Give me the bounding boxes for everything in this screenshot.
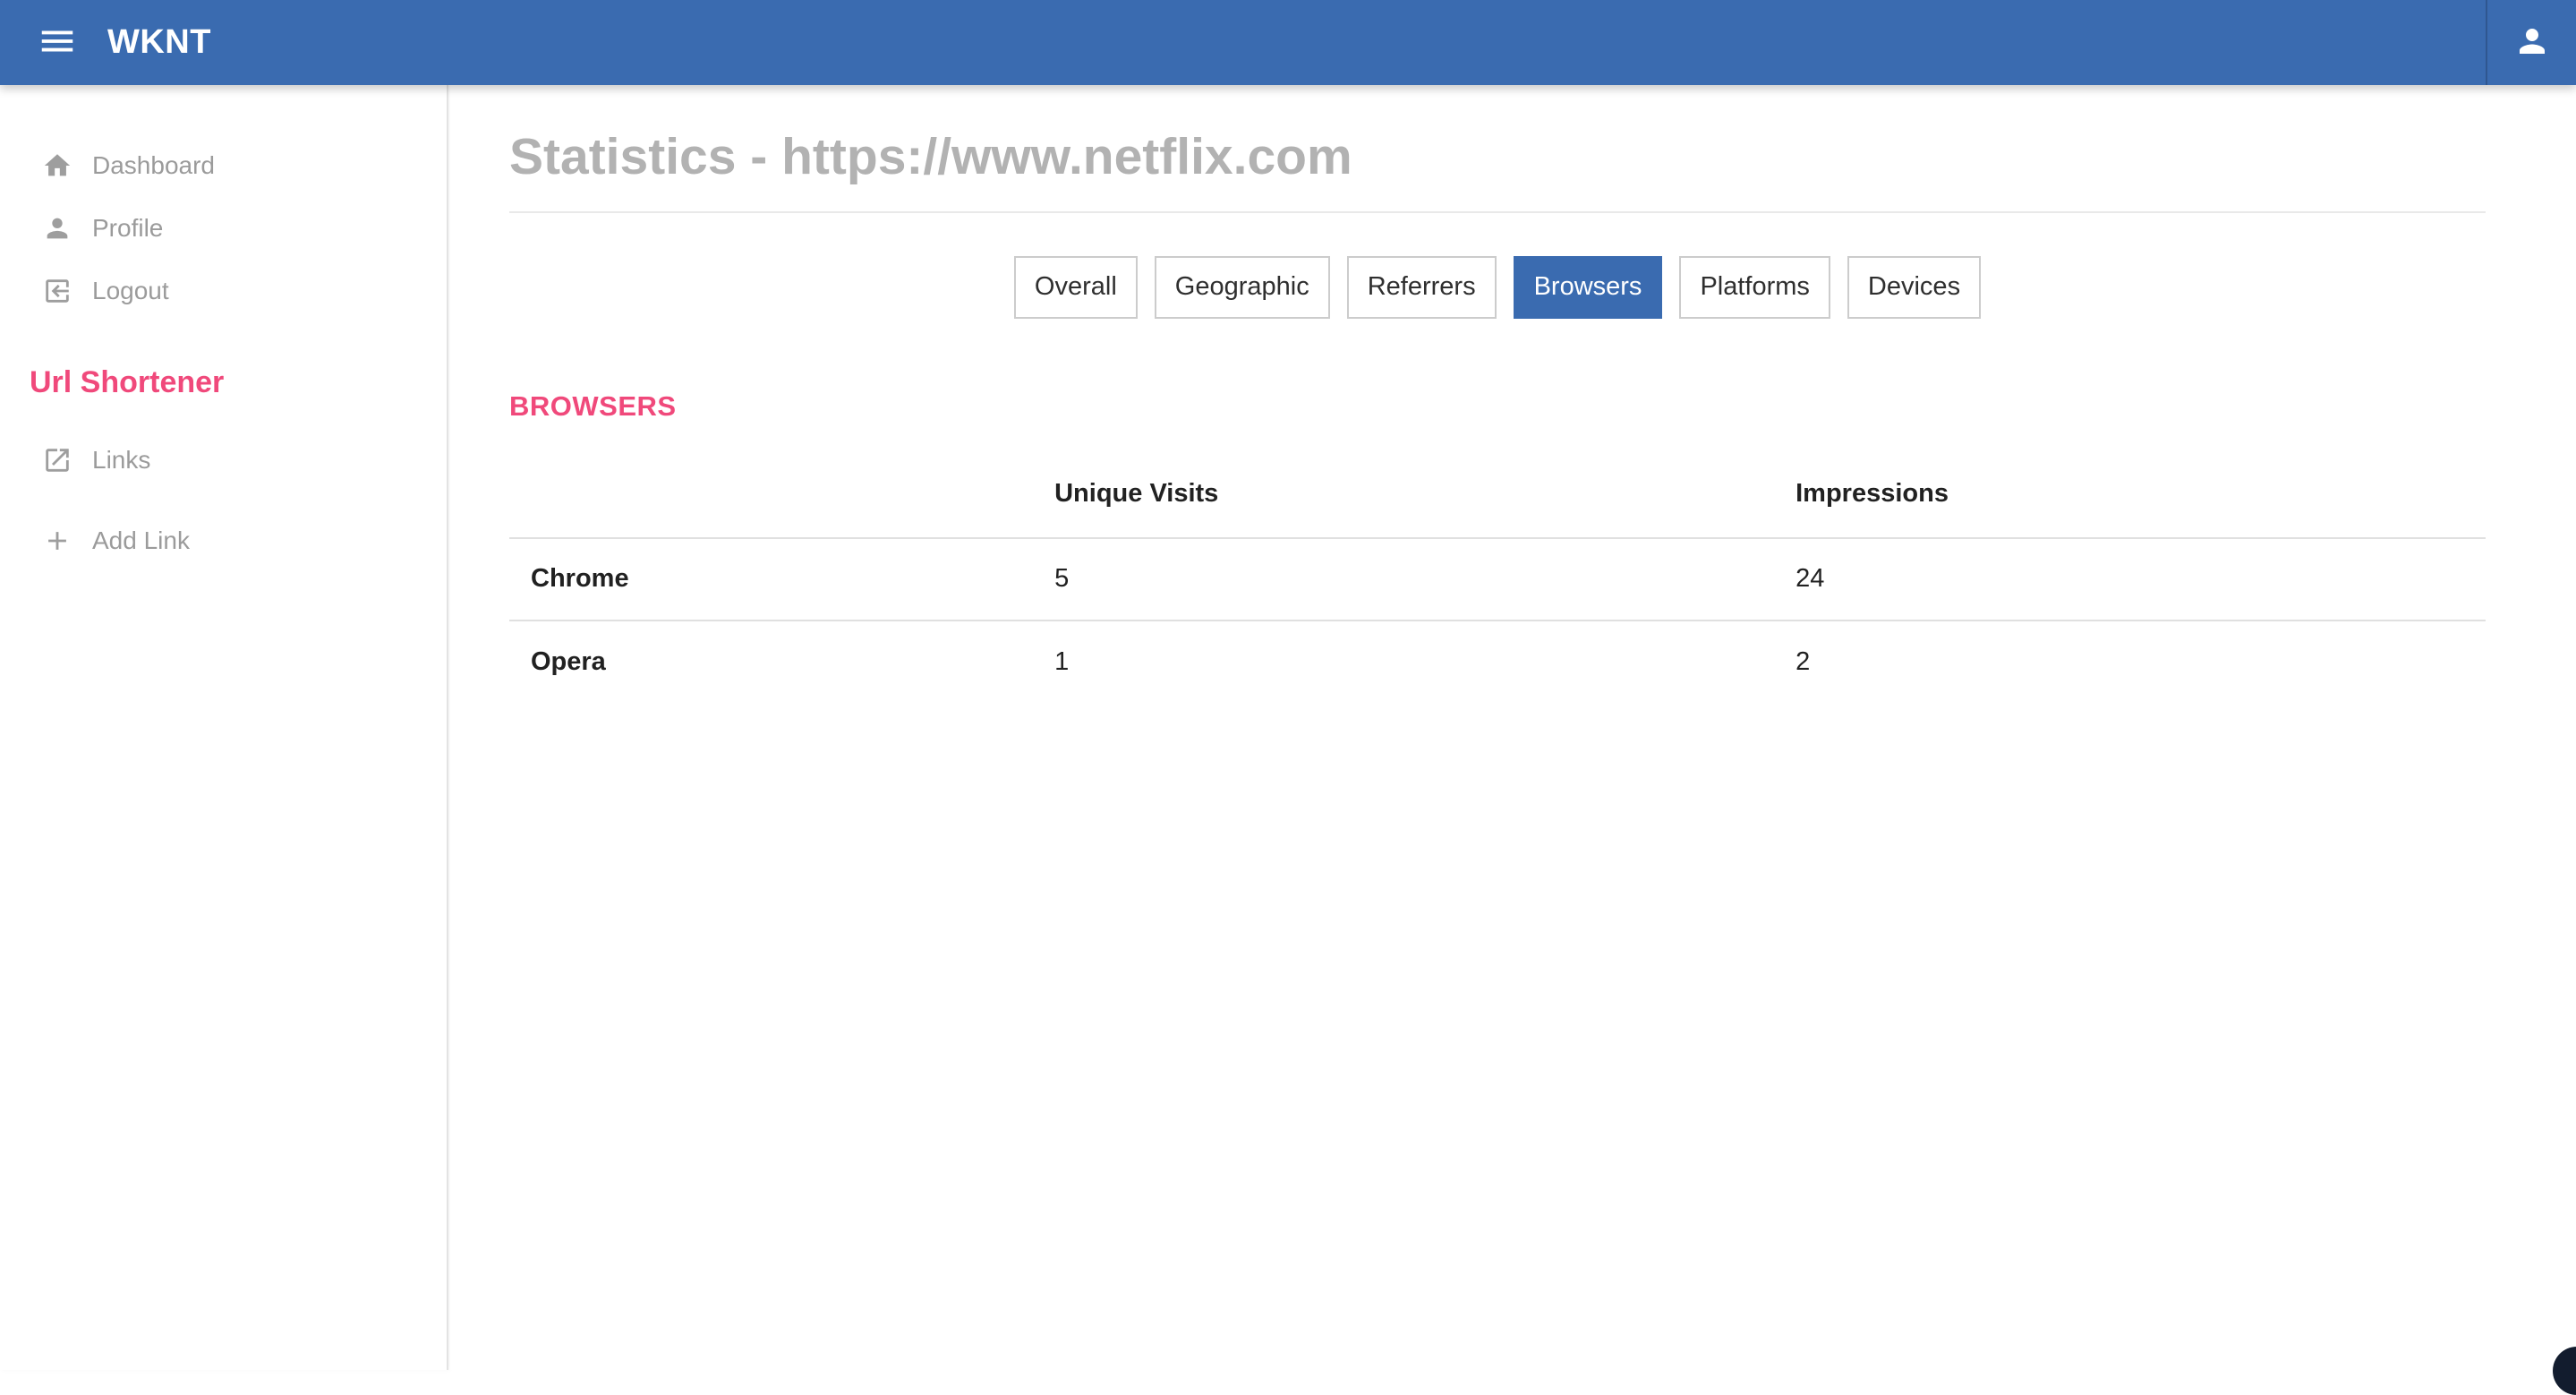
browser-name: Chrome [509, 537, 1034, 621]
sidebar-item-logout[interactable]: Logout [0, 260, 447, 322]
unique-visits-value: 1 [1054, 646, 1070, 676]
tab-overall[interactable]: Overall [1013, 255, 1138, 319]
page-title: Statistics - https://www.netflix.com [509, 128, 1352, 185]
home-icon [42, 150, 73, 181]
hamburger-icon [37, 21, 78, 64]
impressions-value: 24 [1774, 537, 2486, 621]
main-content: Statistics - https://www.netflix.com Ove… [450, 85, 2576, 1370]
tab-platforms[interactable]: Platforms [1679, 255, 1830, 319]
appbar-right-section [2486, 0, 2576, 85]
app-header: WKNT [0, 0, 2576, 85]
column-header-browser [509, 429, 1034, 539]
browsers-table: Unique Visits Impressions Chrome 5 24 Op… [509, 429, 2486, 703]
sidebar-item-links[interactable]: Links [0, 420, 447, 501]
account-button[interactable] [2501, 12, 2563, 74]
table-row: Chrome 5 24 [509, 537, 2486, 621]
open-in-new-icon [42, 445, 73, 475]
sidebar-item-label: Dashboard [92, 151, 215, 179]
stats-tab-bar: Overall Geographic Referrers Browsers Pl… [509, 255, 2486, 319]
impressions-value: 2 [1796, 646, 1811, 676]
person-icon [42, 213, 73, 244]
column-header-impressions: Impressions [1774, 429, 2486, 539]
sidebar-item-profile[interactable]: Profile [0, 197, 447, 260]
sidebar-item-dashboard[interactable]: Dashboard [0, 134, 447, 197]
unique-visits-value: 5 [1033, 537, 1775, 621]
tab-browsers[interactable]: Browsers [1513, 255, 1663, 319]
sidebar-item-add-link[interactable]: Add Link [0, 501, 447, 581]
table-row: Opera 1 2 [509, 620, 2486, 703]
logout-icon [42, 276, 73, 306]
sidebar-item-label: Logout [92, 277, 169, 304]
browser-name: Opera [531, 646, 606, 676]
table-header-row: Unique Visits Impressions [509, 429, 2486, 539]
column-header-unique-visits: Unique Visits [1033, 429, 1775, 539]
title-divider [509, 210, 2486, 213]
section-heading: BROWSERS [509, 389, 677, 422]
plus-icon [42, 526, 73, 556]
tab-referrers[interactable]: Referrers [1346, 255, 1497, 319]
person-icon [2513, 22, 2551, 63]
tab-geographic[interactable]: Geographic [1154, 255, 1330, 319]
sidebar-item-label: Links [92, 446, 151, 474]
tab-devices[interactable]: Devices [1847, 255, 1982, 319]
menu-button[interactable] [21, 7, 93, 79]
sidebar: Dashboard Profile Logout Url Shortener L… [0, 85, 448, 1370]
app-title[interactable]: WKNT [107, 23, 211, 61]
sidebar-item-label: Profile [92, 214, 164, 242]
sidebar-section-title: Url Shortener [30, 365, 225, 399]
sidebar-item-label: Add Link [92, 526, 190, 554]
